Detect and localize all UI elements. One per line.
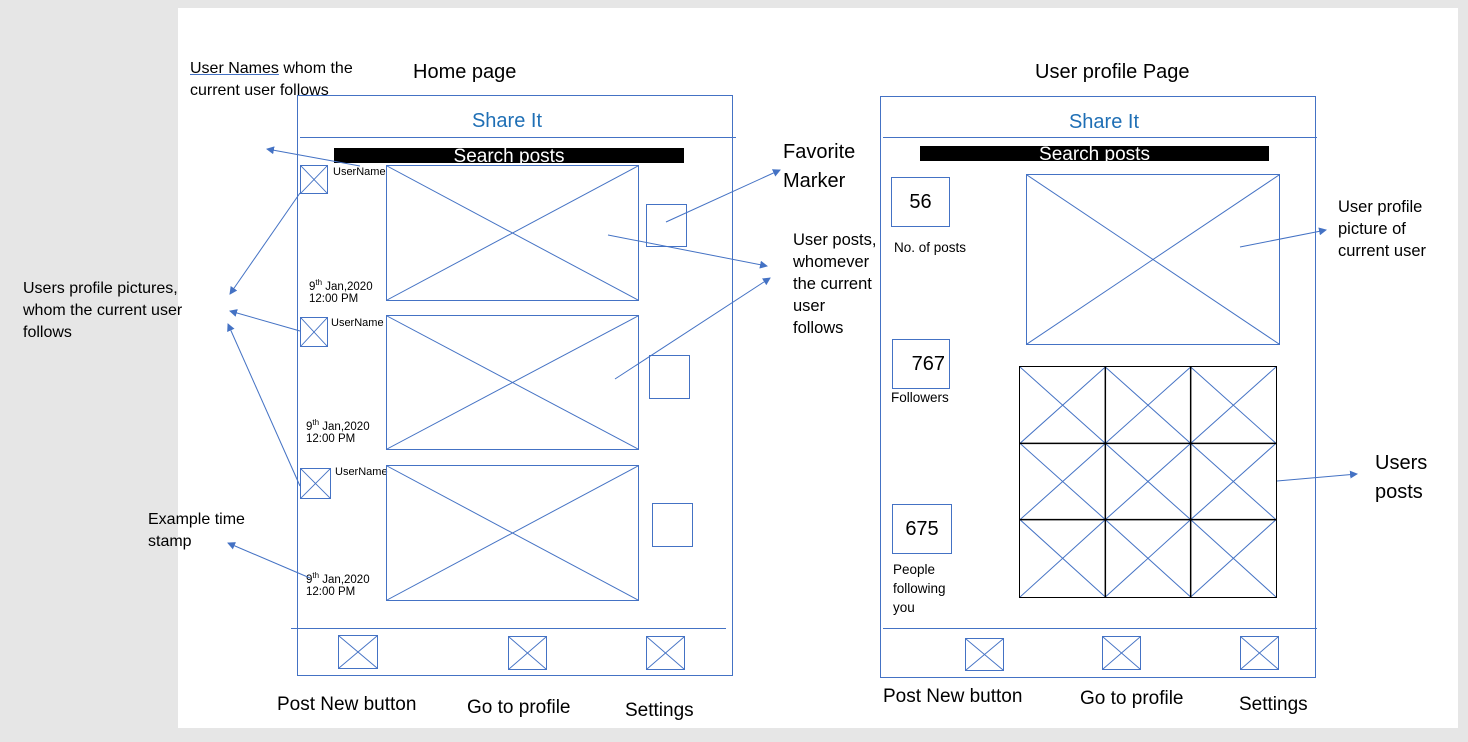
annotation-favorite-marker: Favorite Marker (783, 141, 856, 192)
post3-username[interactable]: UserName (335, 466, 388, 478)
profile-app-title: Share It (1068, 111, 1140, 133)
home-post-new-icon[interactable] (338, 635, 378, 669)
post2-username[interactable]: UserName (331, 317, 384, 329)
stat-following-label: People following you (893, 562, 946, 615)
post1-favorite-marker[interactable] (646, 204, 687, 247)
stat-posts-count: 56 (891, 177, 950, 227)
post2-image[interactable] (386, 315, 639, 450)
post3-favorite-marker[interactable] (652, 503, 693, 547)
home-search-bar[interactable]: Search posts (334, 148, 684, 163)
user-posts-grid (1019, 366, 1277, 598)
profile-header-divider (883, 137, 1317, 138)
home-page-title: Home page (413, 61, 517, 83)
post1-date: 9th Jan,2020 (309, 278, 373, 293)
profile-footer-divider (883, 628, 1317, 629)
profile-page-title: User profile Page (1035, 61, 1190, 83)
stat-followers-count[interactable]: 767 (892, 339, 950, 389)
profile-profile-label: Go to profile (1080, 688, 1184, 709)
annotation-profile-picture: User profile picture of current user (1338, 198, 1427, 260)
post1-avatar[interactable] (300, 165, 328, 194)
home-profile-label: Go to profile (467, 697, 571, 718)
stat-followers-label: Followers (891, 390, 949, 405)
profile-search-bar[interactable]: Search posts (920, 146, 1269, 161)
profile-picture[interactable] (1026, 174, 1280, 345)
profile-settings-label: Settings (1239, 694, 1308, 715)
home-settings-label: Settings (625, 700, 694, 721)
annotation-user-posts: User posts, whomever the current user fo… (793, 231, 877, 337)
profile-post-new-label: Post New button (883, 686, 1023, 707)
home-profile-icon[interactable] (508, 636, 547, 670)
post1-image[interactable] (386, 165, 639, 301)
diagram-canvas (178, 8, 1458, 728)
home-settings-icon[interactable] (646, 636, 685, 670)
home-header-divider (300, 137, 736, 138)
home-footer-divider (291, 628, 726, 629)
profile-settings-icon[interactable] (1240, 636, 1279, 670)
annotation-profile-pictures: Users profile pictures, whom the current… (23, 280, 183, 341)
post2-date: 9th Jan,2020 (306, 418, 370, 433)
home-app-title: Share It (471, 110, 543, 132)
post2-favorite-marker[interactable] (649, 355, 690, 399)
post3-avatar[interactable] (300, 468, 331, 499)
profile-phone-frame (880, 96, 1316, 678)
post1-username[interactable]: UserName (333, 166, 386, 178)
home-post-new-label: Post New button (277, 694, 417, 715)
annotation-users-posts: Users posts (1375, 452, 1428, 503)
stat-following-count[interactable]: 675 (892, 504, 952, 554)
stat-posts-label: No. of posts (894, 240, 967, 255)
post2-avatar[interactable] (300, 317, 328, 347)
annotation-usernames: User Names whom the current user follows (190, 60, 353, 99)
post2-time: 12:00 PM (306, 433, 356, 445)
post3-image[interactable] (386, 465, 639, 601)
profile-post-new-icon[interactable] (965, 638, 1004, 671)
profile-profile-icon[interactable] (1102, 636, 1141, 670)
post3-date: 9th Jan,2020 (306, 571, 370, 586)
annotation-timestamp: Example time stamp (148, 511, 245, 550)
post3-time: 12:00 PM (306, 586, 356, 598)
post1-time: 12:00 PM (309, 293, 359, 305)
